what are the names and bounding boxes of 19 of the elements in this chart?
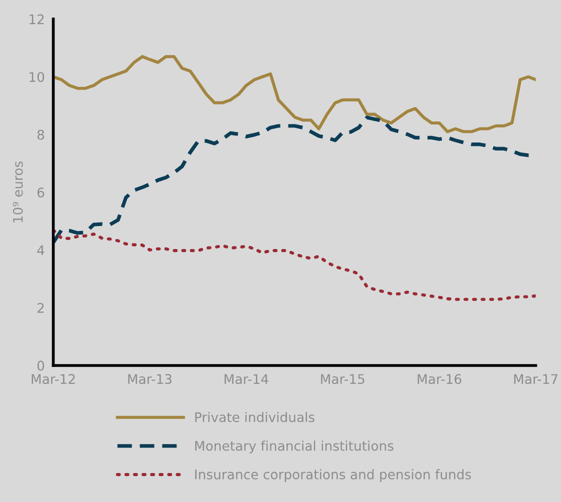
legend-label: Private individuals [195,412,314,422]
y-tick-label: 10 [30,72,44,82]
line-series [53,228,536,301]
x-tick-label: Mar-13 [128,374,172,384]
y-tick-label: 8 [37,130,44,140]
x-tick-label: Mar-14 [224,374,268,384]
y-tick-label: 0 [37,360,44,371]
x-tick-label: Mar-16 [418,374,462,384]
x-tick-label: Mar-12 [32,374,75,384]
legend-label: Monetary financial institutions [195,440,394,454]
x-tick-label: Mar-17 [514,374,558,384]
y-tick-label: 2 [38,302,44,313]
y-axis-title: 10⁹ euros [12,161,23,222]
y-tick-label: 4 [37,245,44,256]
line-series [53,55,536,134]
y-tick-label: 6 [37,187,44,198]
legend-label: Insurance corporations and pension funds [195,469,471,482]
x-tick-label: Mar-15 [321,374,364,384]
y-tick-label: 12 [30,14,44,24]
